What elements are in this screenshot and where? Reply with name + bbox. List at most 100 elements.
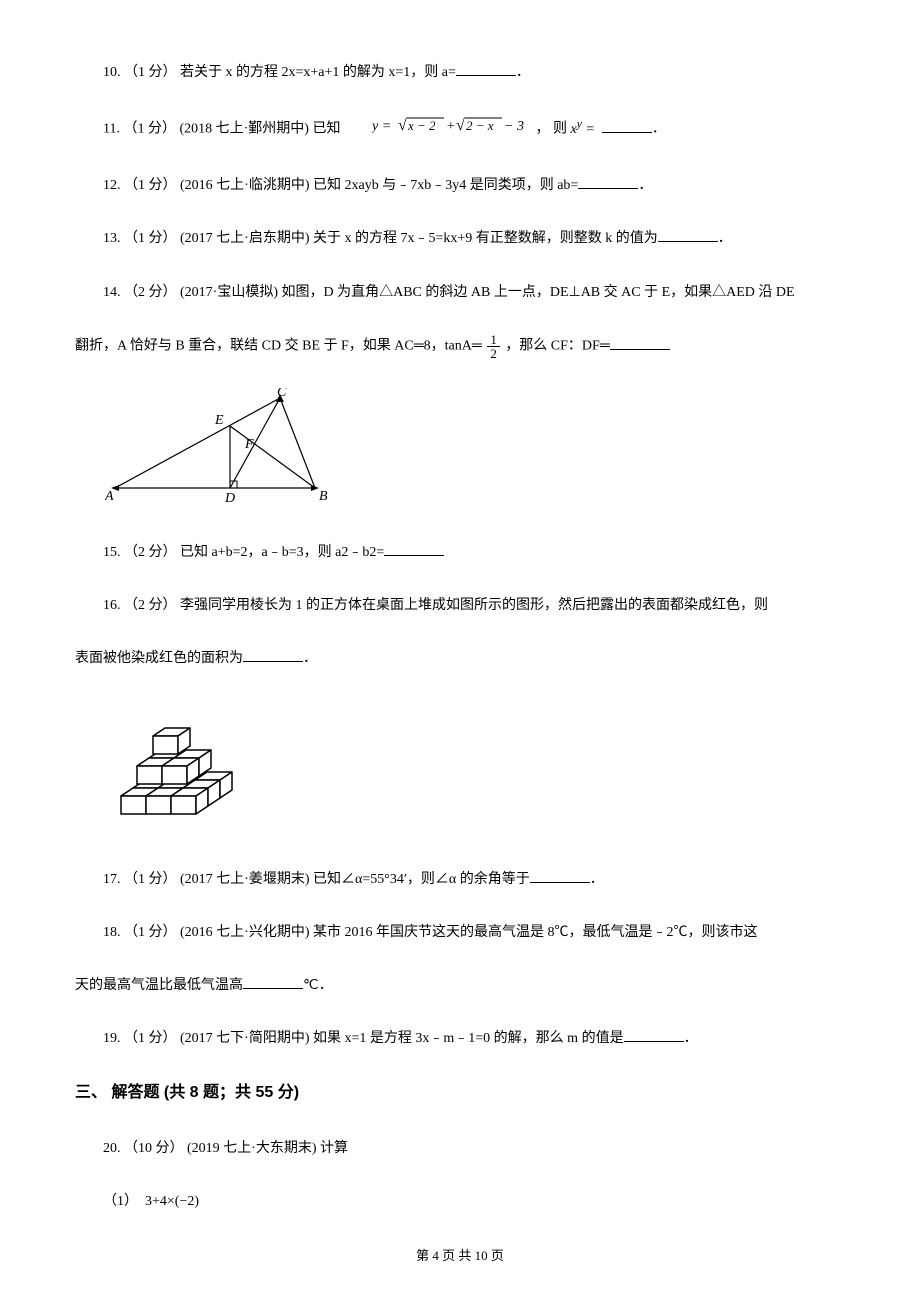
q19-blank <box>624 1026 684 1042</box>
q18-number: 18. <box>103 925 121 940</box>
svg-text:y =: y = <box>372 119 391 134</box>
svg-text:+: + <box>446 119 455 134</box>
q15-points: （2 分） <box>124 545 177 560</box>
q19-number: 19. <box>103 1031 121 1046</box>
question-18-line1: 18. （1 分） (2016 七上·兴化期中) 某市 2016 年国庆节这天的… <box>75 920 845 945</box>
question-13: 13. （1 分） (2017 七上·启东期中) 关于 x 的方程 7x﹣5=k… <box>75 226 845 251</box>
q11-number: 11. <box>103 122 120 137</box>
section-3-header: 三、 解答题 (共 8 题；共 55 分) <box>75 1079 845 1108</box>
q20-points: （10 分） <box>124 1141 184 1156</box>
question-16-line2: 表面被他染成红色的面积为 ． <box>75 646 845 671</box>
page-footer: 第 4 页 共 10 页 <box>0 1244 920 1267</box>
q16-text-line1: 李强同学用棱长为 1 的正方体在桌面上堆成如图所示的图形，然后把露出的表面都染成… <box>180 598 768 613</box>
q15-blank <box>384 540 444 556</box>
question-16-line1: 16. （2 分） 李强同学用棱长为 1 的正方体在桌面上堆成如图所示的图形，然… <box>75 593 845 618</box>
svg-text:√: √ <box>398 117 407 134</box>
q13-source: (2017 七上·启东期中) <box>180 231 310 246</box>
q17-number: 17. <box>103 872 121 887</box>
q17-points: （1 分） <box>124 872 177 887</box>
svg-text:x − 2: x − 2 <box>407 118 436 133</box>
q13-text-before: 关于 x 的方程 7x﹣5=kx+9 有正整数解，则整数 k 的值为 <box>313 231 658 246</box>
q13-blank <box>658 226 718 242</box>
q14-blank <box>610 334 670 350</box>
q17-text-before: 已知∠α=55°34′，则∠α 的余角等于 <box>313 872 530 887</box>
q18-blank <box>243 973 303 989</box>
q18-text-line2-after: ℃． <box>303 978 333 993</box>
q18-points: （1 分） <box>124 925 177 940</box>
q20-source: (2019 七上·大东期末) <box>187 1141 317 1156</box>
q11-points: （1 分） <box>123 122 176 137</box>
svg-text:C: C <box>277 388 287 400</box>
q17-source: (2017 七上·姜堰期末) <box>180 872 310 887</box>
section-3-title: 三、 解答题 (共 8 题；共 55 分) <box>75 1084 299 1101</box>
question-14-line2: 翻折，A 恰好与 B 重合，联结 CD 交 BE 于 F，如果 AC═8，tan… <box>75 333 845 360</box>
svg-text:− 3: − 3 <box>504 119 524 134</box>
q18-text-line2-before: 天的最高气温比最低气温高 <box>75 978 243 993</box>
q10-blank <box>456 60 516 76</box>
q12-points: （1 分） <box>124 178 177 193</box>
cubes-figure <box>105 700 845 839</box>
q18-text-line1: 某市 2016 年国庆节这天的最高气温是 8℃，最低气温是﹣2℃，则该市这 <box>313 925 758 940</box>
frac-den: 2 <box>487 347 500 360</box>
q16-text-line2-after: ． <box>303 651 317 666</box>
triangle-svg: A B C D E F <box>105 388 335 503</box>
q14-points: （2 分） <box>124 285 177 300</box>
q11-text-after: ． <box>652 122 666 137</box>
q20-sub1-formula: 3+4×(−2) <box>145 1194 199 1209</box>
q16-text-line2-before: 表面被他染成红色的面积为 <box>75 651 243 666</box>
q10-number: 10. <box>103 65 121 80</box>
q11-blank <box>602 117 652 133</box>
q10-text-before: 若关于 x 的方程 2x=x+a+1 的解为 x=1，则 a= <box>180 65 456 80</box>
question-20: 20. （10 分） (2019 七上·大东期末) 计算 <box>75 1136 845 1161</box>
q14-text-line2-before: 翻折，A 恰好与 B 重合，联结 CD 交 BE 于 F，如果 AC═8，tan… <box>75 339 485 354</box>
q14-text-line1: 如图，D 为直角△ABC 的斜边 AB 上一点，DE⊥AB 交 AC 于 E，如… <box>282 285 795 300</box>
q13-text-after: ． <box>718 231 732 246</box>
svg-text:F: F <box>244 437 254 452</box>
svg-text:√: √ <box>456 117 465 134</box>
q12-source: (2016 七上·临洮期中) <box>180 178 310 193</box>
q12-blank <box>578 173 638 189</box>
triangle-figure: A B C D E F <box>105 388 845 512</box>
q19-points: （1 分） <box>124 1031 177 1046</box>
q17-blank <box>530 867 590 883</box>
footer-text: 第 4 页 共 10 页 <box>416 1248 504 1263</box>
question-15: 15. （2 分） 已知 a+b=2，a﹣b=3，则 a2﹣b2= <box>75 540 845 565</box>
q19-text-before: 如果 x=1 是方程 3x﹣m﹣1=0 的解，那么 m 的值是 <box>313 1031 624 1046</box>
q17-text-after: ． <box>590 872 604 887</box>
q20-text: 计算 <box>320 1141 348 1156</box>
q10-points: （1 分） <box>124 65 177 80</box>
q14-number: 14. <box>103 285 121 300</box>
q11-formula-xy: xy = <box>570 122 598 137</box>
q19-source: (2017 七下·简阳期中) <box>180 1031 310 1046</box>
svg-text:E: E <box>214 413 224 428</box>
question-17: 17. （1 分） (2017 七上·姜堰期末) 已知∠α=55°34′，则∠α… <box>75 867 845 892</box>
q14-fraction-half: 12 <box>487 333 500 360</box>
q15-number: 15. <box>103 545 121 560</box>
q14-source: (2017·宝山模拟) <box>180 285 278 300</box>
q16-points: （2 分） <box>124 598 177 613</box>
question-19: 19. （1 分） (2017 七下·简阳期中) 如果 x=1 是方程 3x﹣m… <box>75 1026 845 1051</box>
q16-blank <box>243 646 303 662</box>
q14-text-line2-after: ，那么 CF：DF═ <box>505 339 609 354</box>
q12-number: 12. <box>103 178 121 193</box>
svg-text:D: D <box>224 491 235 503</box>
q12-text-after: ． <box>638 178 652 193</box>
q11-formula-y: y = √ x − 2 + √ 2 − x − 3 <box>344 114 532 145</box>
cubes-svg <box>105 700 255 830</box>
question-12: 12. （1 分） (2016 七上·临洮期中) 已知 2xayb 与﹣7xb﹣… <box>75 173 845 198</box>
q19-text-after: ． <box>684 1031 698 1046</box>
svg-text:B: B <box>319 489 328 503</box>
svg-text:A: A <box>105 489 114 503</box>
q12-text-before: 已知 2xayb 与﹣7xb﹣3y4 是同类项，则 ab= <box>313 178 578 193</box>
svg-text:2 − x: 2 − x <box>466 118 494 133</box>
question-14-line1: 14. （2 分） (2017·宝山模拟) 如图，D 为直角△ABC 的斜边 A… <box>75 280 845 305</box>
q15-text-before: 已知 a+b=2，a﹣b=3，则 a2﹣b2= <box>180 545 384 560</box>
q13-number: 13. <box>103 231 121 246</box>
q11-source: (2018 七上·鄞州期中) <box>179 122 309 137</box>
q20-number: 20. <box>103 1141 121 1156</box>
q10-text-after: ． <box>516 65 530 80</box>
q11-text-mid: ， 则 <box>535 122 570 137</box>
question-10: 10. （1 分） 若关于 x 的方程 2x=x+a+1 的解为 x=1，则 a… <box>75 60 845 85</box>
q16-number: 16. <box>103 598 121 613</box>
q20-sub1: （1） 3+4×(−2) <box>103 1189 845 1214</box>
